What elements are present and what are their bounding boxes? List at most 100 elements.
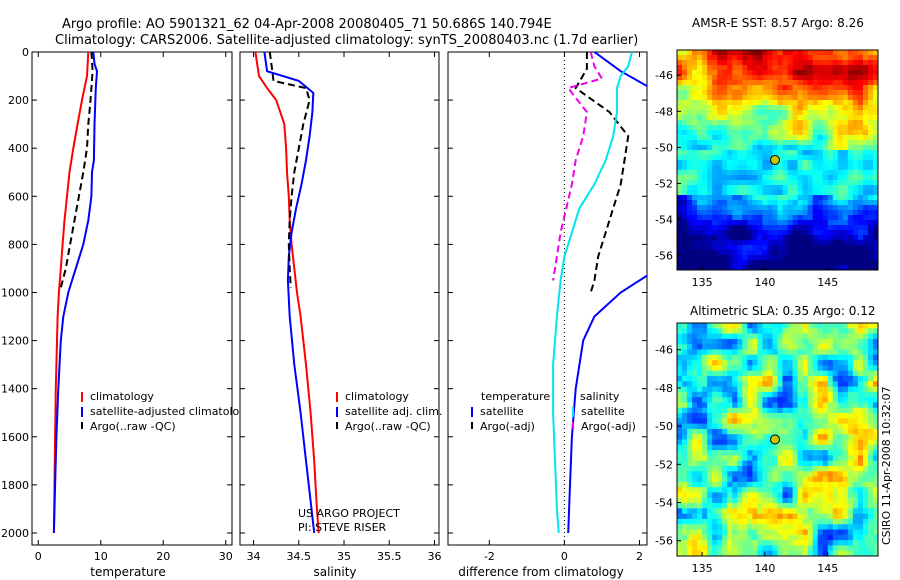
heatmap-cell xyxy=(787,195,793,201)
heatmap-cell xyxy=(807,529,814,536)
heatmap-cell xyxy=(707,75,713,81)
heatmap-cell xyxy=(772,540,778,546)
heatmap-cell xyxy=(827,135,834,141)
heatmap-cell xyxy=(807,487,814,493)
heatmap-cell xyxy=(792,518,799,525)
heatmap-cell xyxy=(832,513,839,520)
heatmap-cell xyxy=(687,349,693,356)
heatmap-cell xyxy=(727,381,733,387)
heatmap-cell xyxy=(782,344,788,350)
heatmap-cell xyxy=(702,418,708,425)
heatmap-cell xyxy=(682,50,688,56)
heatmap-cell xyxy=(807,444,814,451)
heatmap-cell xyxy=(827,503,834,509)
heatmap-cell xyxy=(767,471,773,477)
heatmap-cell xyxy=(812,370,819,377)
heatmap-cell xyxy=(682,518,688,525)
heatmap-cell xyxy=(827,255,834,261)
heatmap-cell xyxy=(732,370,738,377)
heatmap-cell xyxy=(792,328,799,334)
heatmap-cell xyxy=(852,170,859,176)
heatmap-cell xyxy=(847,55,854,61)
heatmap-cell xyxy=(832,150,839,156)
heatmap-cell xyxy=(842,230,849,236)
heatmap-cell xyxy=(872,344,879,350)
heatmap-cell xyxy=(682,215,688,221)
heatmap-cell xyxy=(697,518,703,525)
heatmap-cell xyxy=(832,487,839,493)
heatmap-cell xyxy=(787,225,793,231)
heatmap-cell xyxy=(777,260,783,266)
heatmap-cell xyxy=(777,80,783,86)
heatmap-cell xyxy=(772,195,778,201)
heatmap-cell xyxy=(822,255,829,261)
heatmap-cell xyxy=(867,381,874,387)
heatmap-cell xyxy=(762,370,768,377)
heatmap-cell xyxy=(872,260,879,266)
heatmap-cell xyxy=(827,508,834,515)
heatmap-cell xyxy=(797,413,804,419)
heatmap-cell xyxy=(712,90,718,96)
heatmap-cell xyxy=(702,155,708,161)
heatmap-cell xyxy=(777,165,783,171)
heatmap-cell xyxy=(747,428,753,435)
heatmap-cell xyxy=(722,418,728,425)
heatmap-cell xyxy=(747,354,753,361)
heatmap-cell xyxy=(682,150,688,156)
heatmap-cell xyxy=(687,450,693,456)
heatmap-cell xyxy=(782,235,788,241)
heatmap-cell xyxy=(802,492,809,499)
heatmap-cell xyxy=(767,180,773,186)
heatmap-cell xyxy=(702,397,708,403)
heatmap-cell xyxy=(677,235,683,241)
heatmap-cell xyxy=(677,397,683,403)
heatmap-cell xyxy=(692,386,698,393)
heatmap-cell xyxy=(852,200,859,206)
heatmap-cell xyxy=(827,95,834,101)
heatmap-cell xyxy=(747,455,753,462)
y-tick-label: 400 xyxy=(8,142,29,155)
heatmap-cell xyxy=(682,110,688,116)
heatmap-cell xyxy=(802,65,809,71)
heatmap-cell xyxy=(682,145,688,151)
heatmap-cell xyxy=(847,265,854,271)
heatmap-cell xyxy=(707,210,713,216)
heatmap-cell xyxy=(762,391,768,398)
heatmap-cell xyxy=(772,165,778,171)
heatmap-cell xyxy=(787,529,793,536)
heatmap-cell xyxy=(862,260,869,266)
heatmap-cell xyxy=(862,375,869,382)
heatmap-cell xyxy=(797,375,804,382)
heatmap-cell xyxy=(812,492,819,499)
heatmap-cell xyxy=(862,255,869,261)
heatmap-cell xyxy=(857,95,864,101)
heatmap-cell xyxy=(852,375,859,382)
heatmap-cell xyxy=(697,323,703,329)
heatmap-cell xyxy=(802,481,809,488)
heatmap-cell xyxy=(772,240,778,246)
heatmap-cell xyxy=(742,481,748,488)
heatmap-cell xyxy=(717,338,723,345)
heatmap-cell xyxy=(837,265,844,271)
heatmap-cell xyxy=(817,423,824,430)
heatmap-cell xyxy=(767,513,773,520)
heatmap-cell xyxy=(792,170,799,176)
heatmap-cell xyxy=(792,200,799,206)
heatmap-cell xyxy=(802,460,809,467)
heatmap-cell xyxy=(692,328,698,334)
heatmap-cell xyxy=(687,423,693,430)
heatmap-cell xyxy=(832,524,839,530)
heatmap-cell xyxy=(702,145,708,151)
heatmap-cell xyxy=(697,135,703,141)
heatmap-cell xyxy=(732,540,738,546)
heatmap-cell xyxy=(742,110,748,116)
heatmap-cell xyxy=(807,481,814,488)
heatmap-cell xyxy=(712,365,718,372)
heatmap-cell xyxy=(747,407,753,414)
heatmap-cell xyxy=(857,333,864,340)
heatmap-cell xyxy=(752,140,758,146)
heatmap-cell xyxy=(847,518,854,525)
heatmap-cell xyxy=(682,95,688,101)
heatmap-cell xyxy=(837,130,844,136)
heatmap-cell xyxy=(727,225,733,231)
